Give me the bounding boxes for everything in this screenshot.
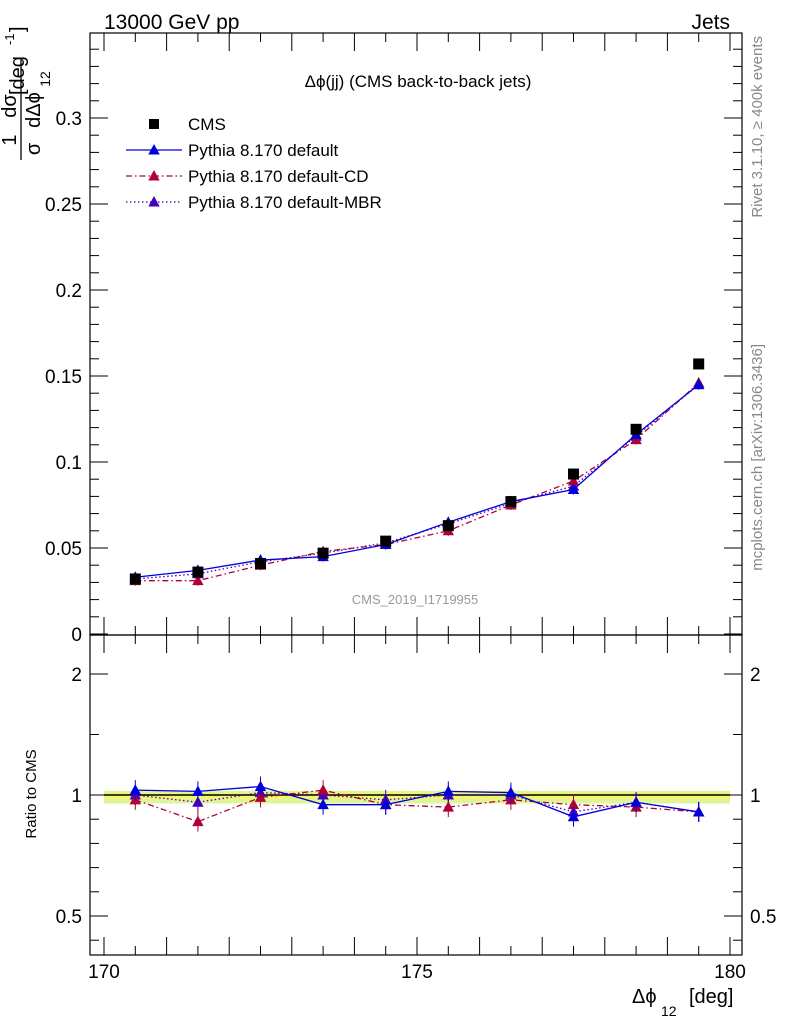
legend-marker	[148, 170, 160, 181]
series-line	[135, 382, 700, 582]
legend: CMS Pythia 8.170 default Pythia 8.170 defa…	[126, 115, 382, 212]
x-axis-label: Δϕ 12 [deg]	[632, 986, 733, 1019]
y-tick-label: 0.15	[45, 367, 82, 388]
rivet-label: Rivet 3.1.10, ≥ 400k events	[749, 36, 766, 218]
ylabel-numerator-right: dσ	[0, 94, 21, 118]
y-tick-label: 0	[71, 625, 82, 646]
data-point	[255, 557, 266, 569]
plot-title: Δϕ(jj) (CMS back-to-back jets)	[305, 72, 532, 91]
ratio-point	[129, 784, 141, 795]
ratio-y-label: Ratio to CMS	[23, 749, 40, 838]
ratio-point	[192, 785, 204, 796]
ratio-point	[693, 805, 705, 817]
ratio-point	[192, 815, 204, 827]
ratio-y-tick-label-right: 1	[750, 786, 761, 807]
ylabel-unit-close: ]	[7, 26, 29, 32]
ylabel-denominator: σ	[23, 142, 45, 155]
axes-layer: 170 175 180 0 0.05 0.1 0.15 0.2 0.25 0.3 0.5 0.5 1 1 2…	[45, 33, 776, 983]
series-point	[567, 474, 580, 486]
y-tick-label: 0.2	[56, 281, 82, 302]
header-left: 13000 GeV pp	[104, 11, 239, 34]
data-point	[129, 573, 141, 585]
ratio-y-tick-label-right: 0.5	[750, 907, 776, 928]
x-tick-label: 175	[401, 962, 433, 983]
series-point	[192, 574, 204, 586]
data-point	[380, 535, 392, 547]
ratio-point	[505, 786, 517, 798]
series-point	[567, 483, 580, 495]
ratio-point	[380, 798, 392, 810]
xlabel-sub: 12	[661, 1003, 677, 1019]
x-tick-label: 170	[88, 962, 120, 983]
mcplots-label: mcplots.cern.ch [arXiv:1306.3436]	[749, 344, 766, 571]
xlabel-main: Δϕ	[632, 986, 657, 1008]
series-line	[135, 384, 700, 578]
ratio-y-tick-label: 0.5	[56, 907, 82, 928]
series-line	[135, 384, 700, 580]
ylabel-sub: 12	[37, 71, 53, 87]
legend-marker-cms	[149, 119, 159, 129]
series-layer	[129, 358, 705, 832]
data-point	[505, 496, 517, 508]
ratio-y-tick-label-right: 2	[750, 665, 761, 686]
y-axis-label: 1 dσ σ dΔϕ 12 [deg -1 ]	[0, 26, 53, 160]
ratio-point	[630, 796, 642, 807]
legend-marker	[148, 196, 160, 207]
data-point	[630, 423, 642, 435]
ratio-band-inner	[104, 793, 730, 799]
legend-label: Pythia 8.170 default-MBR	[188, 193, 382, 212]
analysis-id: CMS_2019_I1719955	[352, 592, 479, 607]
data-point	[693, 358, 705, 370]
ratio-point	[254, 791, 267, 802]
ratio-series-line	[135, 785, 699, 818]
x-tick-label: 180	[714, 962, 746, 983]
ratio-point	[317, 784, 329, 795]
ylabel-numerator: 1	[0, 134, 21, 145]
ylabel-unit: [deg	[7, 56, 29, 95]
legend-label: CMS	[188, 115, 226, 134]
ratio-series-line	[135, 789, 699, 823]
data-point	[568, 468, 579, 480]
ylabel-denominator-right: dΔϕ	[23, 92, 45, 128]
ratio-y-tick-label: 1	[71, 786, 82, 807]
xlabel-unit: [deg]	[689, 986, 733, 1008]
ratio-point	[317, 798, 329, 810]
ratio-point	[567, 798, 580, 810]
header-right: Jets	[691, 11, 730, 34]
data-point	[192, 566, 204, 578]
ratio-point	[567, 810, 580, 822]
series-point	[693, 378, 705, 390]
ratio-point	[192, 796, 204, 807]
y-tick-label: 0.3	[56, 109, 82, 130]
ratio-point	[442, 801, 454, 812]
y-tick-label: 0.05	[45, 539, 82, 560]
y-tick-label: 0.1	[56, 453, 82, 474]
y-tick-label: 0.25	[45, 195, 82, 216]
ratio-point	[254, 780, 267, 792]
data-point	[442, 520, 454, 532]
legend-label: Pythia 8.170 default	[188, 141, 339, 160]
ratio-point	[442, 785, 454, 796]
legend-marker	[148, 144, 160, 155]
legend-label: Pythia 8.170 default-CD	[188, 167, 369, 186]
ratio-y-tick-label: 2	[71, 665, 82, 686]
ylabel-unit-sup: -1	[2, 33, 17, 45]
data-point	[317, 547, 329, 559]
